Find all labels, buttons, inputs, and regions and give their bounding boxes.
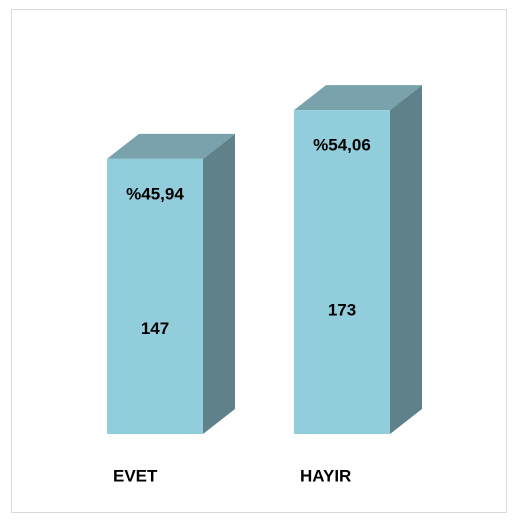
bar — [107, 158, 203, 435]
bar-top — [107, 133, 235, 159]
bar — [294, 110, 390, 435]
chart-frame — [11, 9, 507, 513]
bar-side — [390, 85, 422, 435]
bar-top — [294, 85, 422, 111]
value-label: 147 — [141, 319, 169, 338]
x-tick-label: EVET — [113, 466, 158, 485]
bar-side — [203, 133, 235, 435]
x-tick-label: HAYIR — [300, 466, 351, 485]
share-label: %45,94 — [126, 184, 184, 203]
value-label: 173 — [328, 300, 356, 319]
share-label: %54,06 — [313, 136, 371, 155]
